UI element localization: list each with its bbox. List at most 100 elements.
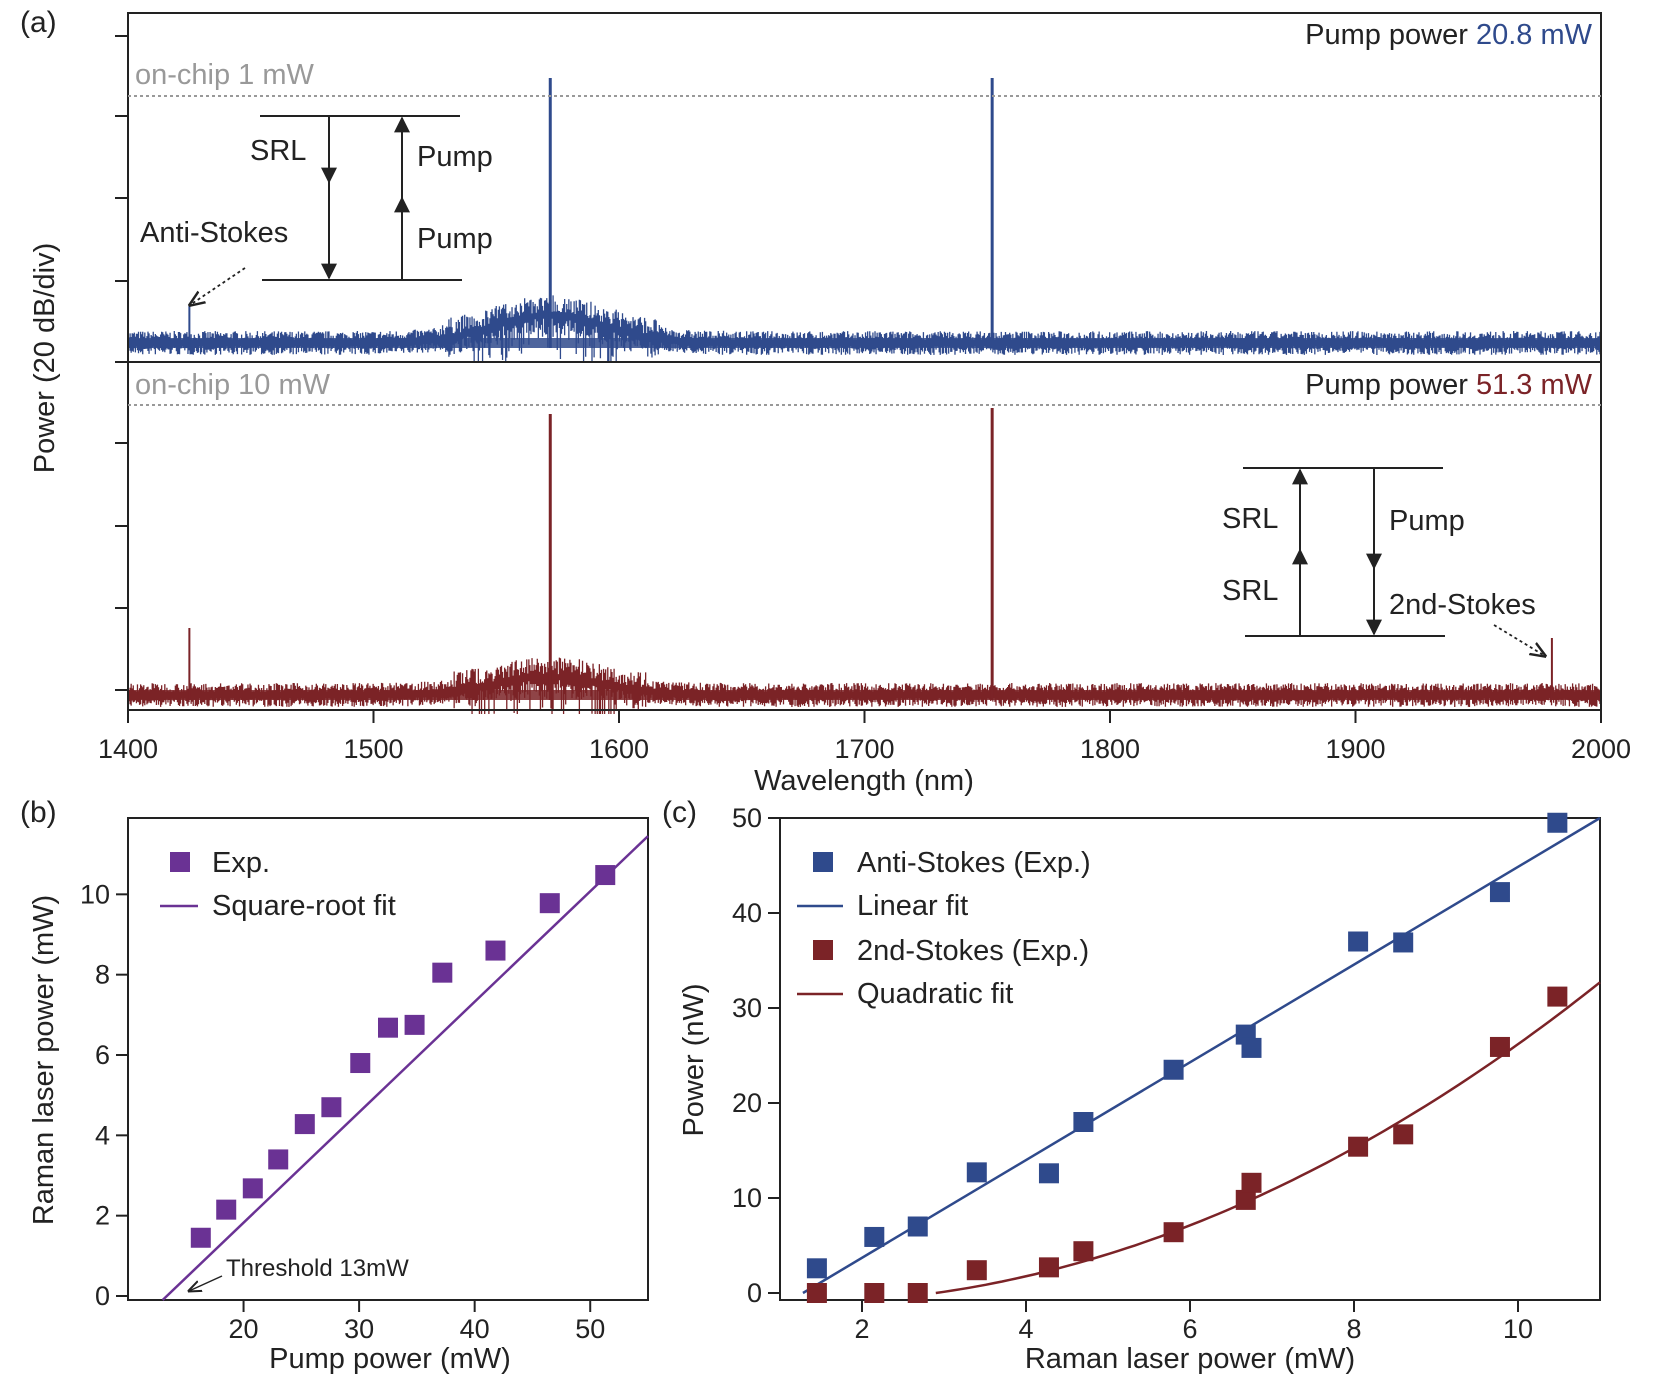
c-anti-stokes-point xyxy=(966,1162,987,1183)
legend-anti-stokes-marker xyxy=(813,852,833,872)
b-exp-point xyxy=(404,1014,425,1035)
panel-c-plot xyxy=(802,812,1601,1303)
b-ytick-label: 6 xyxy=(95,1040,110,1070)
legend-2nd-stokes-marker xyxy=(813,940,833,960)
c-ytick-label: 30 xyxy=(732,993,762,1023)
panel-a-label: (a) xyxy=(20,6,57,39)
c-2nd-stokes-point xyxy=(1547,986,1568,1007)
bottom-srl-label-2: SRL xyxy=(1222,575,1278,607)
b-ytick-label: 8 xyxy=(95,960,110,990)
c-ytick-label: 10 xyxy=(732,1183,762,1213)
b-exp-point xyxy=(268,1149,289,1170)
a-xtick-label: 1800 xyxy=(1080,734,1140,764)
panel-b-ticks: 20 30 40 50 0 2 4 6 8 10 xyxy=(80,879,605,1344)
panel-b-label: (b) xyxy=(20,796,57,829)
legend-linear-label: Linear fit xyxy=(857,890,968,922)
c-anti-stokes-point xyxy=(1038,1163,1059,1184)
c-anti-stokes-point xyxy=(1393,932,1414,953)
threshold-label: Threshold 13mW xyxy=(226,1255,409,1282)
b-exp-point xyxy=(595,865,616,886)
b-xtick-label: 50 xyxy=(575,1314,605,1344)
c-anti-stokes-point xyxy=(907,1216,928,1237)
a-xtick-label: 1900 xyxy=(1325,734,1385,764)
panel-b-legend: Exp. Square-root fit xyxy=(160,847,396,922)
b-exp-point xyxy=(190,1227,211,1248)
b-ytick-label: 2 xyxy=(95,1201,110,1231)
legend-2nd-stokes-label: 2nd-Stokes (Exp.) xyxy=(857,935,1089,967)
b-ytick-label: 4 xyxy=(95,1120,110,1150)
panel-a-x-ticks: 1400 1500 1600 1700 1800 1900 2000 xyxy=(98,710,1631,764)
a-xtick-label: 1500 xyxy=(343,734,403,764)
spectrum-floor-top xyxy=(128,338,1601,348)
c-2nd-stokes-point xyxy=(1241,1172,1262,1193)
b-exp-point xyxy=(485,940,506,961)
c-2nd-stokes-point xyxy=(1393,1124,1414,1145)
c-2nd-stokes-point xyxy=(1038,1257,1059,1278)
c-anti-stokes-point xyxy=(1489,882,1510,903)
bottom-pump-power-label: Pump power 51.3 mW xyxy=(1305,369,1593,401)
b-exp-point xyxy=(321,1097,342,1118)
c-ytick-label: 50 xyxy=(732,803,762,833)
c-2nd-stokes-point xyxy=(907,1283,928,1303)
bottom-pump-label: Pump xyxy=(1389,505,1465,537)
panel-b-plot xyxy=(161,835,649,1301)
c-anti-stokes-point xyxy=(1547,812,1568,833)
c-anti-stokes-point xyxy=(1241,1037,1262,1058)
a-xtick-label: 1600 xyxy=(589,734,649,764)
b-exp-point xyxy=(216,1199,237,1220)
c-2nd-stokes-point xyxy=(1073,1241,1094,1262)
c-2nd-stokes-point xyxy=(966,1260,987,1281)
b-exp-point xyxy=(350,1053,371,1074)
spectrum-bottom xyxy=(127,408,1602,714)
c-2nd-stokes-point xyxy=(806,1283,827,1303)
c-xtick-label: 8 xyxy=(1346,1314,1361,1344)
top-pump-label-2: Pump xyxy=(417,223,493,255)
c-2nd-stokes-point xyxy=(1235,1189,1256,1210)
b-exp-point xyxy=(242,1178,263,1199)
b-exp-point xyxy=(432,962,453,983)
legend-anti-stokes-label: Anti-Stokes (Exp.) xyxy=(857,847,1091,879)
spectrum-top xyxy=(127,78,1602,362)
spectrum-noise-top xyxy=(127,295,1602,362)
c-anti-stokes-point xyxy=(1163,1059,1184,1080)
a-xtick-label: 1400 xyxy=(98,734,158,764)
panel-b-xlabel: Pump power (mW) xyxy=(269,1343,511,1375)
legend-quadratic-label: Quadratic fit xyxy=(857,978,1013,1010)
anti-stokes-annotation: Anti-Stokes xyxy=(140,217,288,249)
bottom-level-diagram: SRL SRL Pump 2nd-Stokes xyxy=(1222,467,1545,656)
panel-a-xlabel: Wavelength (nm) xyxy=(754,765,974,797)
c-quadratic-fit xyxy=(935,981,1601,1295)
b-fit-line xyxy=(161,835,649,1301)
bottom-reference-label: on-chip 10 mW xyxy=(135,369,331,401)
panel-c-xlabel: Raman laser power (mW) xyxy=(1025,1343,1355,1375)
c-ytick-label: 0 xyxy=(747,1278,762,1308)
b-exp-point xyxy=(378,1017,398,1038)
panel-c-legend: Anti-Stokes (Exp.) Linear fit 2nd-Stokes… xyxy=(797,847,1091,1010)
c-xtick-label: 2 xyxy=(854,1314,869,1344)
second-stokes-annotation: 2nd-Stokes xyxy=(1389,589,1536,621)
c-xtick-label: 10 xyxy=(1503,1314,1533,1344)
top-pump-power-label: Pump power 20.8 mW xyxy=(1305,19,1593,51)
a-xtick-label: 1700 xyxy=(834,734,894,764)
c-2nd-stokes-point xyxy=(1489,1036,1510,1057)
top-reference-label: on-chip 1 mW xyxy=(135,59,315,91)
threshold-annotation: Threshold 13mW xyxy=(189,1255,409,1291)
b-exp-point xyxy=(539,893,560,914)
c-2nd-stokes-point xyxy=(1348,1136,1369,1157)
b-xtick-label: 40 xyxy=(460,1314,490,1344)
c-anti-stokes-point xyxy=(1348,931,1369,952)
b-ytick-label: 0 xyxy=(95,1281,110,1311)
panel-b-ylabel: Raman laser power (mW) xyxy=(28,895,60,1225)
c-xtick-label: 4 xyxy=(1018,1314,1033,1344)
c-2nd-stokes-point xyxy=(1163,1222,1184,1243)
panel-a-left-ticks xyxy=(115,35,128,691)
top-level-diagram: SRL Pump Pump Anti-Stokes xyxy=(140,115,493,305)
c-anti-stokes-point xyxy=(864,1226,885,1247)
c-linear-fit xyxy=(802,816,1601,1295)
top-pump-label-1: Pump xyxy=(417,141,493,173)
legend-exp-marker xyxy=(170,852,190,872)
panel-c-ylabel: Power (nW) xyxy=(678,983,710,1136)
spectrum-floor-bot xyxy=(128,690,1601,700)
second-stokes-arrow xyxy=(1493,624,1545,656)
